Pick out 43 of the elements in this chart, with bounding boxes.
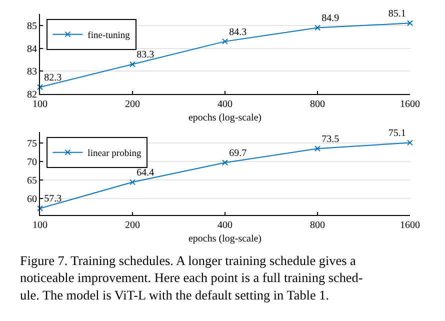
x-tick-label: 1600 — [400, 99, 420, 110]
point — [407, 140, 413, 146]
data-label: 84.9 — [322, 13, 340, 24]
point — [222, 38, 228, 44]
x-tick-label: 800 — [310, 220, 325, 231]
point — [37, 205, 43, 212]
caption: Figure 7. Training schedules. A longer training schedule gives a noticeable improvement. Here each point is a full training sched- ule. The model is ViT-L with the default setting in Table 1. — [20, 253, 363, 302]
x-tick-label: 100 — [32, 99, 48, 110]
x-tick-label: 800 — [310, 99, 325, 110]
data-label: 73.5 — [322, 134, 340, 145]
x-axis-title: epochs (log-scale) — [188, 234, 262, 244]
point — [130, 61, 136, 68]
y-tick-label: 70 — [27, 157, 37, 168]
y-tick-label: 83 — [27, 66, 37, 78]
y-tick-label: 82 — [27, 90, 37, 100]
data-label: 85.1 — [388, 8, 406, 20]
x-tick-label: 400 — [218, 99, 232, 110]
data-label: 57.3 — [44, 194, 62, 205]
x-tick-label: 200 — [125, 99, 140, 110]
y-tick-label: 75 — [27, 138, 37, 150]
x-tick-label: 200 — [125, 220, 140, 231]
data-label: 82.3 — [44, 72, 62, 84]
legend-label: fine-tuning — [88, 31, 130, 42]
point — [37, 84, 43, 90]
data-label: 69.7 — [229, 148, 247, 159]
legend-label: linear probing — [88, 149, 142, 160]
y-tick-label: 85 — [27, 20, 37, 32]
point — [314, 146, 320, 152]
point — [314, 24, 320, 31]
y-tick-label: 65 — [27, 175, 37, 186]
point — [222, 160, 228, 166]
x-tick-label: 100 — [32, 220, 48, 231]
y-tick-label: 60 — [27, 194, 37, 205]
x-axis-title: epochs (log-scale) — [188, 112, 262, 124]
x-tick-label: 400 — [218, 220, 232, 231]
data-label: 75.1 — [388, 128, 406, 140]
x-tick-label: 1600 — [400, 220, 420, 231]
data-label: 83.3 — [136, 50, 154, 61]
data-label: 64.4 — [136, 168, 154, 179]
point — [407, 20, 413, 26]
data-label: 84.3 — [229, 26, 247, 38]
y-tick-label: 84 — [27, 44, 37, 55]
point — [130, 179, 136, 186]
